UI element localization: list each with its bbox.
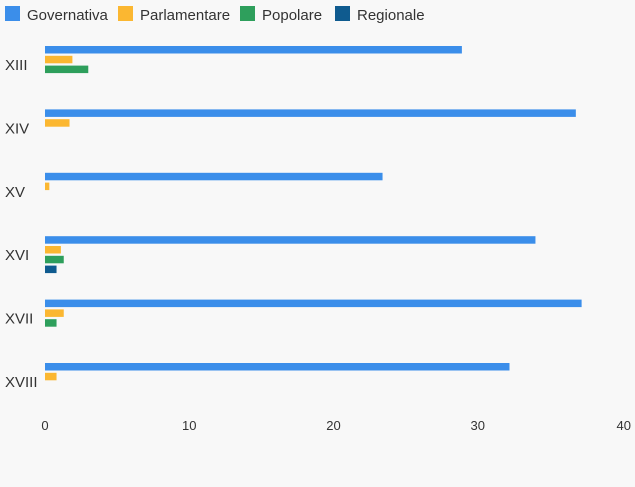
y-axis-labels: XIII XIV XV XVI XVII XVIII — [5, 57, 38, 391]
bar-xv-governativa — [45, 172, 383, 181]
bar-xviii-governativa — [45, 363, 510, 371]
bar-xv-parlamentare — [45, 182, 50, 191]
category-label-xv: XV — [5, 184, 25, 201]
bar-xvii-parlamentare — [45, 309, 64, 317]
legend-swatch-regionale — [335, 6, 350, 21]
bar-xiii-popolare — [45, 65, 89, 74]
bar-xiv-governativa — [45, 109, 576, 117]
bar-xiii-parlamentare — [45, 55, 73, 64]
x-tick-label-20: 20 — [326, 418, 340, 433]
bar-xvii-popolare — [45, 319, 57, 327]
x-tick-label-10: 10 — [182, 418, 196, 433]
bar-xviii-parlamentare — [45, 372, 57, 381]
x-tick-label-0: 0 — [41, 418, 48, 433]
bar-xvi-parlamentare — [45, 246, 61, 254]
bar-xvii-governativa — [45, 299, 582, 308]
bar-xiv-parlamentare — [45, 119, 70, 127]
legend-label-regionale: Regionale — [357, 7, 425, 24]
legend-swatch-parlamentare — [118, 6, 133, 21]
bar-xiii-governativa — [45, 46, 462, 54]
legend-label-popolare: Popolare — [262, 7, 322, 24]
category-label-xvi: XVI — [5, 247, 29, 264]
category-label-xviii: XVIII — [5, 374, 38, 391]
x-tick-label-40: 40 — [617, 418, 631, 433]
legend-swatch-popolare — [240, 6, 255, 21]
legend: Governativa Parlamentare Popolare Regionale — [5, 6, 425, 24]
x-axis-ticks: 0 10 20 30 40 — [41, 418, 631, 433]
legend-swatch-governativa — [5, 6, 20, 21]
bar-xvi-popolare — [45, 255, 64, 264]
bar-xvi-governativa — [45, 236, 536, 244]
bar-xvi-regionale — [45, 265, 57, 274]
category-label-xvii: XVII — [5, 311, 33, 328]
category-label-xiv: XIV — [5, 120, 29, 137]
legend-label-parlamentare: Parlamentare — [140, 7, 230, 24]
legend-label-governativa: Governativa — [27, 7, 109, 24]
category-label-xiii: XIII — [5, 57, 28, 74]
bars — [45, 46, 582, 381]
x-tick-label-30: 30 — [471, 418, 485, 433]
